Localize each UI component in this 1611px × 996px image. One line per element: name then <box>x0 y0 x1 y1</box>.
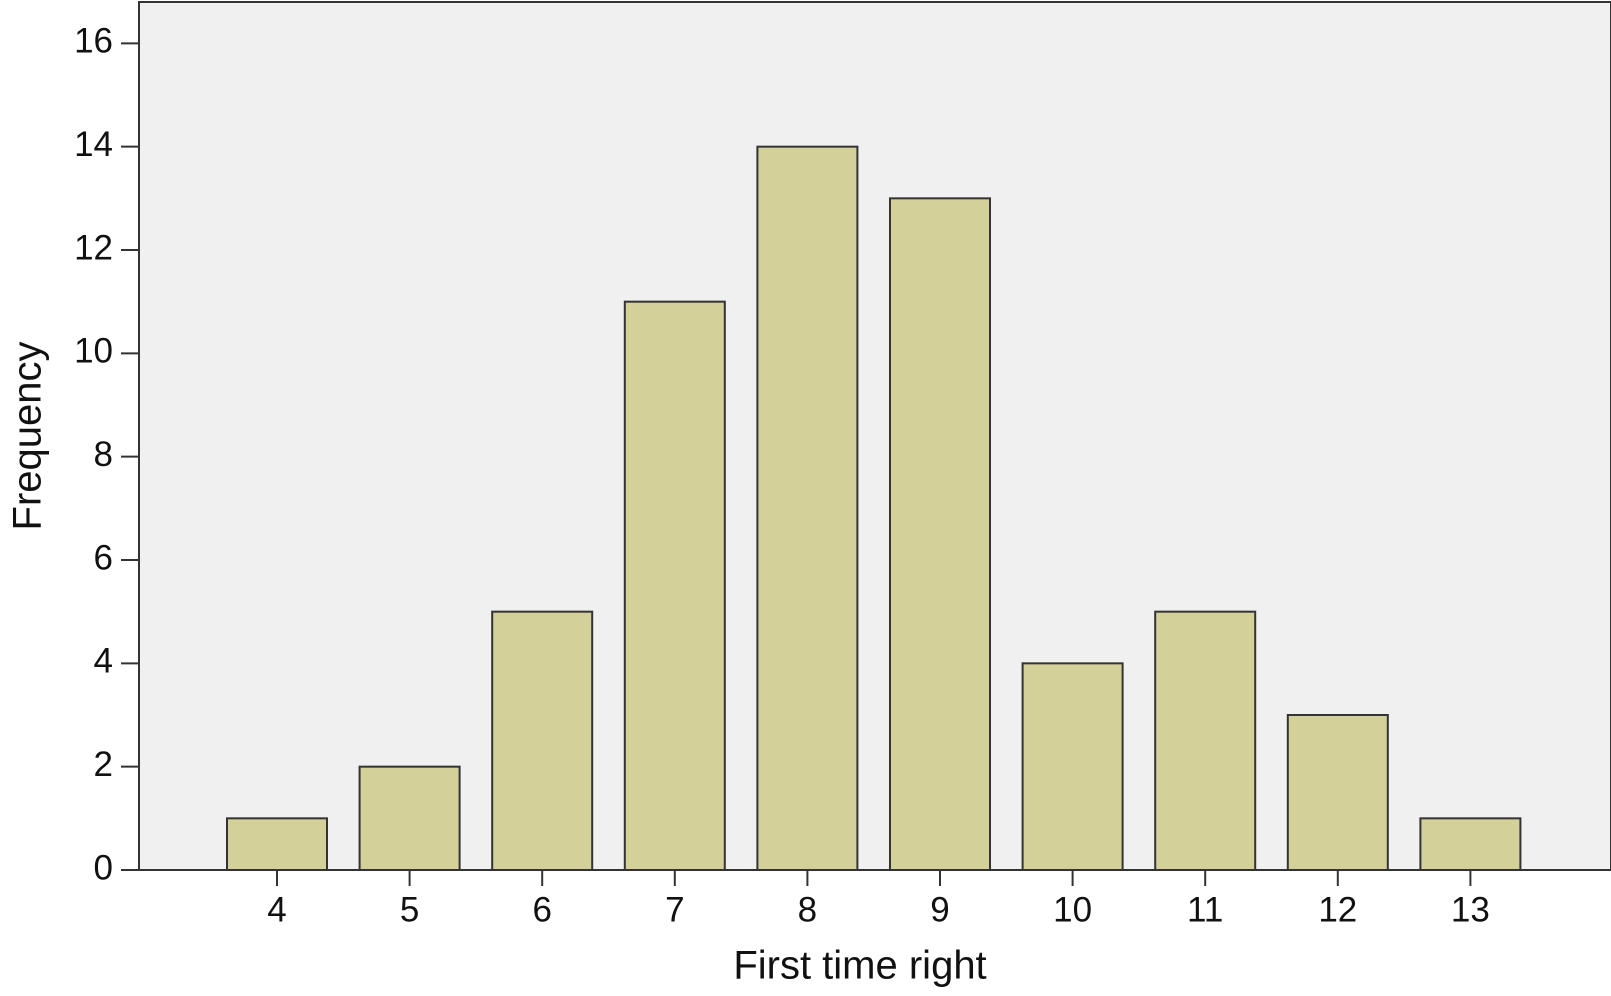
x-tick-label: 13 <box>1451 890 1490 929</box>
x-tick-label: 8 <box>798 890 817 929</box>
bar <box>1154 610 1257 872</box>
y-axis-label: Frequency <box>6 342 50 531</box>
y-tick-label: 0 <box>94 848 113 887</box>
bar <box>1419 817 1522 871</box>
bar <box>358 765 461 872</box>
y-tick-label: 8 <box>94 435 113 474</box>
plot-area <box>138 1 1611 871</box>
bar <box>889 197 991 872</box>
x-axis-label: First time right <box>733 944 986 988</box>
x-tick-label: 11 <box>1187 890 1223 929</box>
bar <box>491 610 594 872</box>
x-tick-label: 7 <box>665 890 684 929</box>
x-tick-label: 12 <box>1318 890 1357 929</box>
y-tick-label: 6 <box>94 538 113 577</box>
y-tick-label: 12 <box>74 228 113 267</box>
x-tick-label: 6 <box>532 890 551 929</box>
y-tick-label: 10 <box>74 332 113 371</box>
bar <box>623 300 726 871</box>
bar <box>1021 662 1124 871</box>
x-tick-label: 4 <box>267 890 286 929</box>
x-tick-label: 10 <box>1053 890 1092 929</box>
bar <box>226 817 328 871</box>
y-tick-label: 14 <box>74 125 113 164</box>
bar <box>756 145 859 871</box>
x-tick-label: 5 <box>400 890 419 929</box>
y-tick-label: 16 <box>74 22 113 61</box>
y-tick-label: 4 <box>94 642 113 681</box>
y-tick-label: 2 <box>94 745 113 784</box>
x-tick-label: 9 <box>930 890 949 929</box>
bar <box>1286 714 1389 871</box>
